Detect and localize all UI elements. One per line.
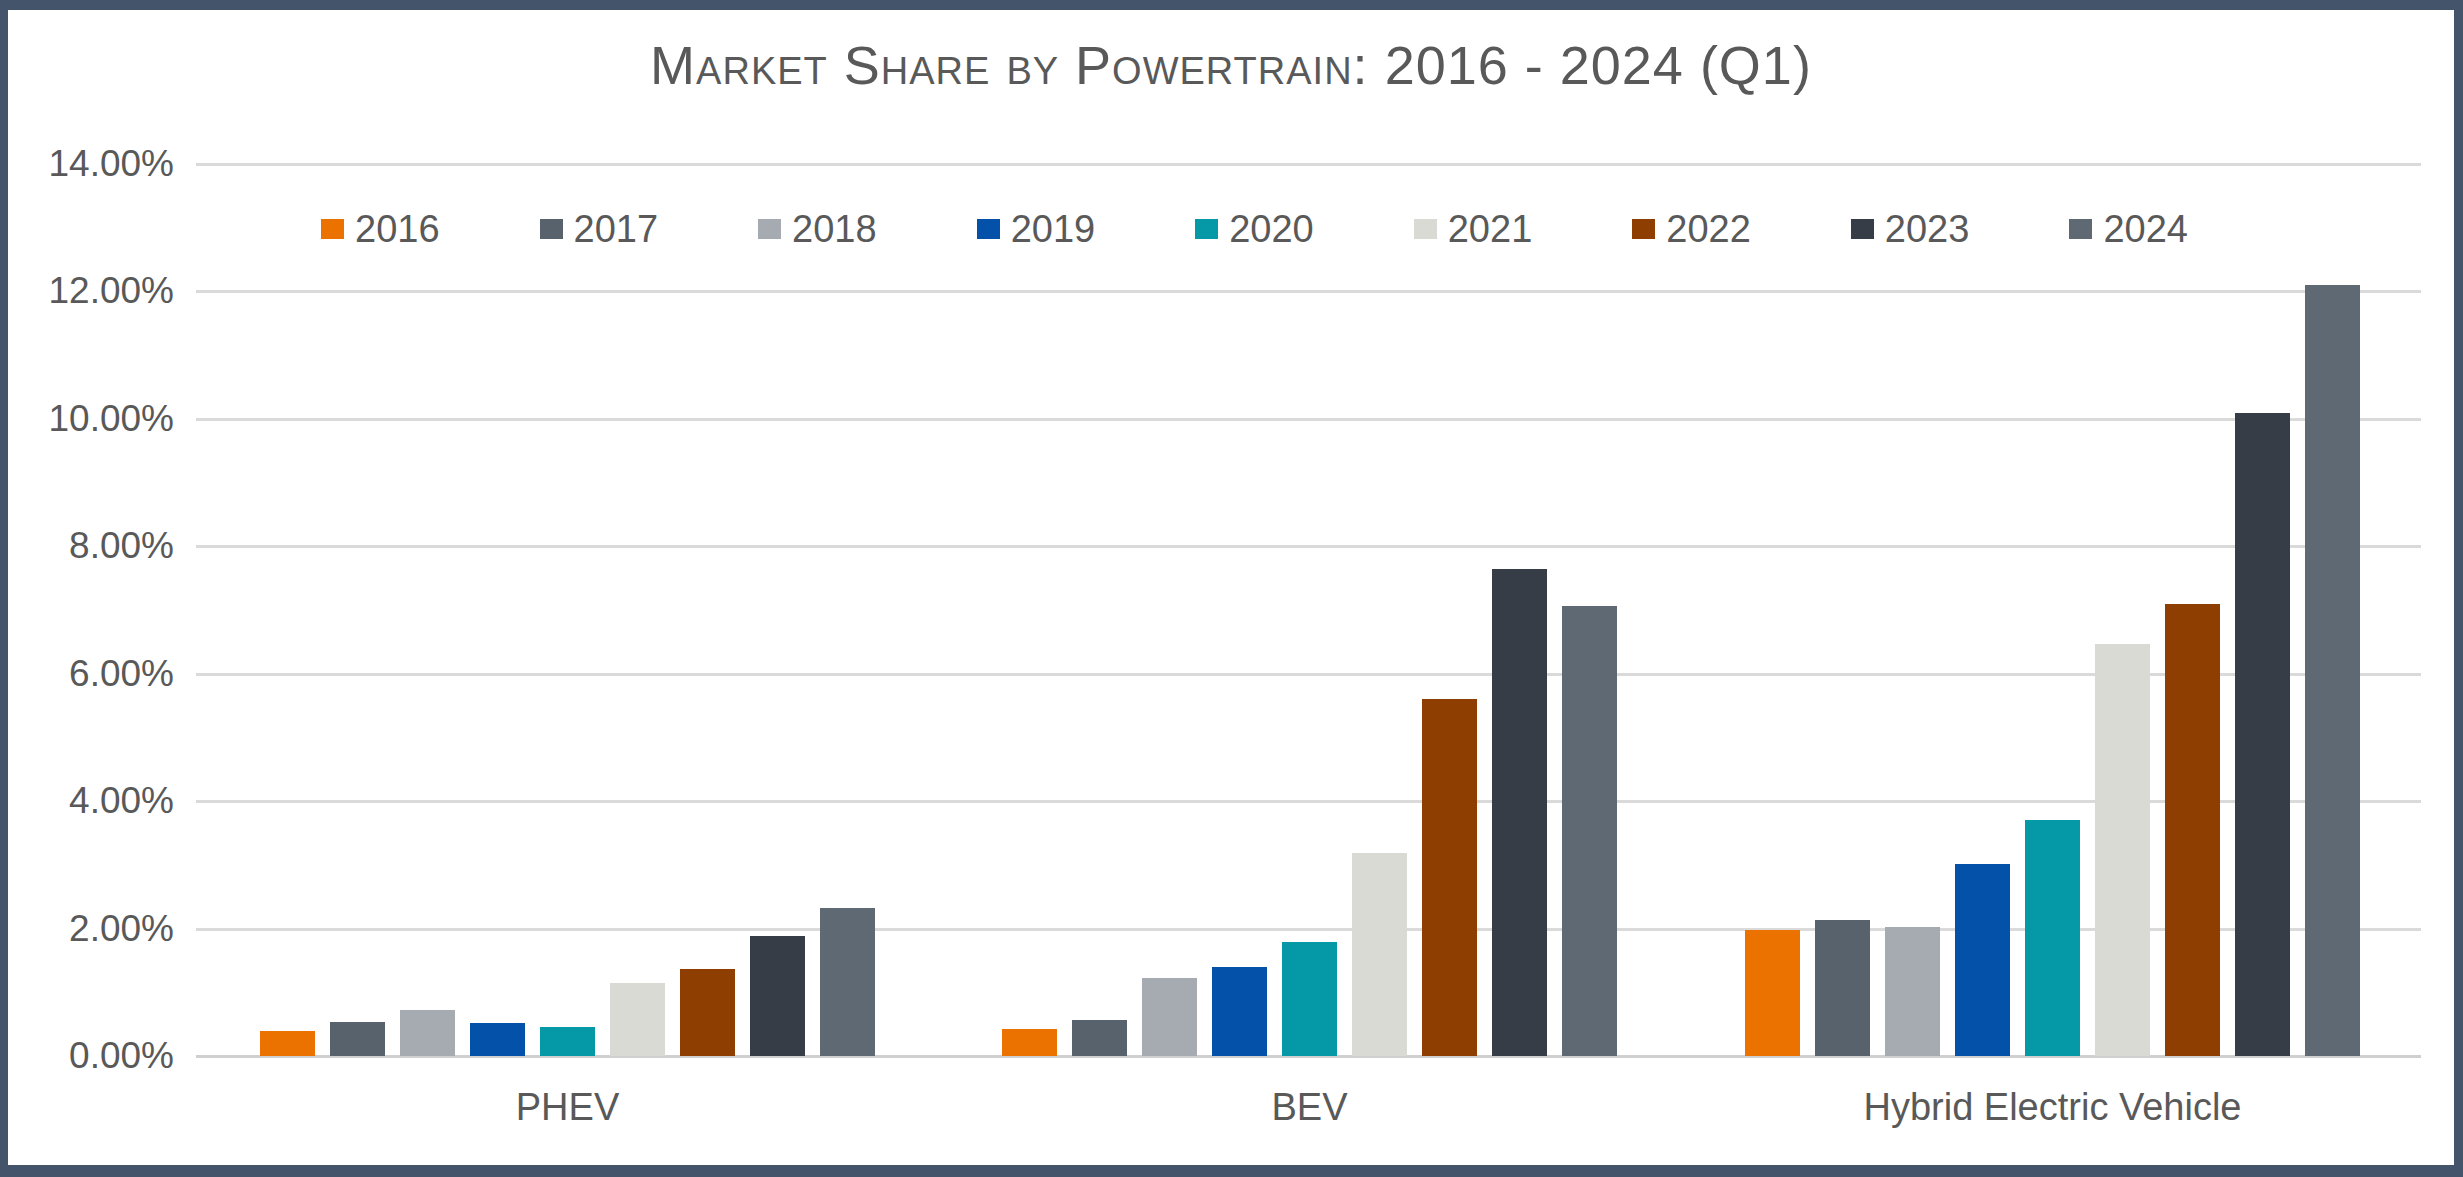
bar-BEV-2020 [1282, 942, 1337, 1056]
plot-area: PHEVBEVHybrid Electric Vehicle [196, 164, 2421, 1056]
bar-BEV-2023 [1492, 569, 1547, 1056]
category-label-Hybrid Electric Vehicle: Hybrid Electric Vehicle [1745, 1086, 2360, 1129]
bar-Hybrid Electric Vehicle-2017 [1815, 920, 1870, 1056]
bar-PHEV-2022 [680, 969, 735, 1056]
bar-Hybrid Electric Vehicle-2022 [2165, 604, 2220, 1056]
bar-Hybrid Electric Vehicle-2021 [2095, 644, 2150, 1056]
y-tick-label: 2.00% [8, 910, 174, 948]
y-tick-label: 0.00% [8, 1037, 174, 1075]
y-tick-label: 4.00% [8, 782, 174, 820]
bar-Hybrid Electric Vehicle-2020 [2025, 820, 2080, 1056]
bar-PHEV-2021 [610, 983, 665, 1056]
bar-BEV-2018 [1142, 978, 1197, 1056]
bar-BEV-2017 [1072, 1020, 1127, 1056]
bar-PHEV-2024 [820, 908, 875, 1056]
bar-Hybrid Electric Vehicle-2018 [1885, 927, 1940, 1056]
bar-PHEV-2016 [260, 1031, 315, 1056]
bar-PHEV-2020 [540, 1027, 595, 1056]
chart-title: Market Share by Powertrain: 2016 - 2024 … [8, 34, 2454, 96]
y-axis-labels: 14.00%12.00%10.00%8.00%6.00%4.00%2.00%0.… [8, 164, 174, 1056]
bar-BEV-2019 [1212, 967, 1267, 1056]
bar-BEV-2022 [1422, 699, 1477, 1056]
bar-PHEV-2017 [330, 1022, 385, 1056]
y-tick-label: 6.00% [8, 655, 174, 693]
bar-Hybrid Electric Vehicle-2024 [2305, 285, 2360, 1056]
bar-BEV-2024 [1562, 606, 1617, 1056]
bar-group-Hybrid Electric Vehicle [1745, 164, 2360, 1056]
bar-group-BEV [1002, 164, 1617, 1056]
bar-PHEV-2023 [750, 936, 805, 1056]
category-label-BEV: BEV [1002, 1086, 1617, 1129]
bar-Hybrid Electric Vehicle-2016 [1745, 930, 1800, 1056]
bar-Hybrid Electric Vehicle-2019 [1955, 864, 2010, 1056]
bar-PHEV-2019 [470, 1023, 525, 1056]
chart-frame: Market Share by Powertrain: 2016 - 2024 … [0, 0, 2463, 1177]
category-label-PHEV: PHEV [260, 1086, 875, 1129]
bar-PHEV-2018 [400, 1010, 455, 1057]
y-tick-label: 10.00% [8, 400, 174, 438]
y-tick-label: 12.00% [8, 272, 174, 310]
y-tick-label: 14.00% [8, 145, 174, 183]
bar-BEV-2016 [1002, 1029, 1057, 1056]
bar-BEV-2021 [1352, 853, 1407, 1056]
bar-Hybrid Electric Vehicle-2023 [2235, 413, 2290, 1057]
bar-group-PHEV [260, 164, 875, 1056]
y-tick-label: 8.00% [8, 527, 174, 565]
